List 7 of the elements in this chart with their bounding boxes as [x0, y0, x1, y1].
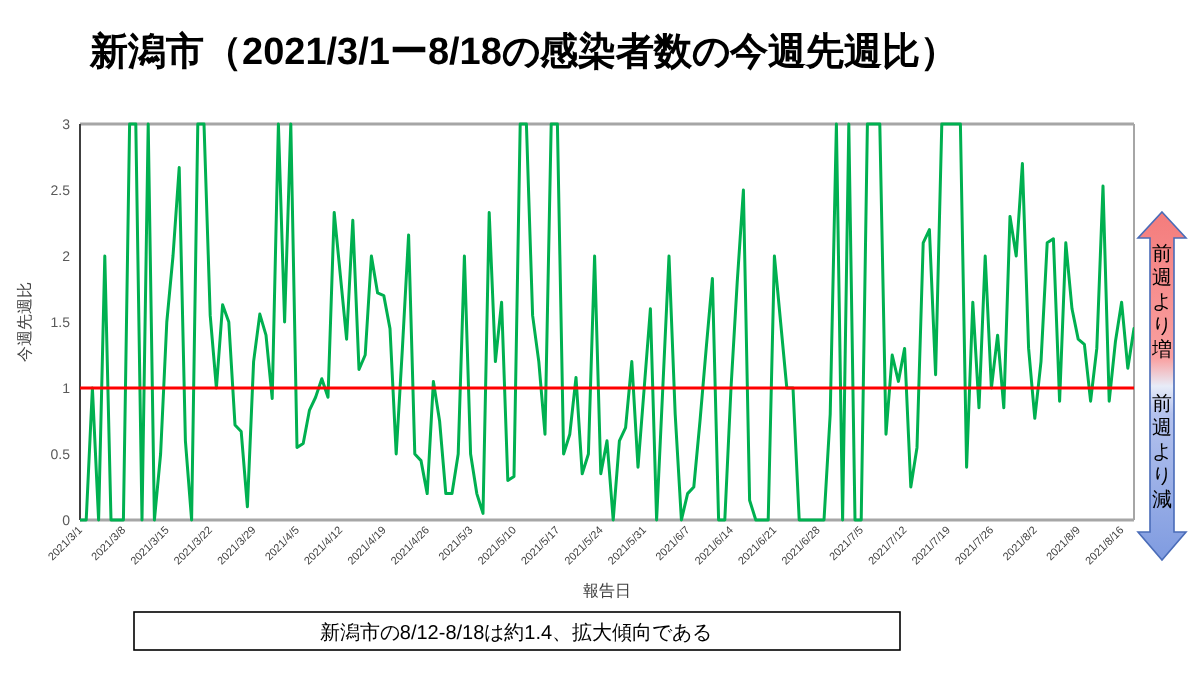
chart-title: 新潟市（2021/3/1ー8/18の感染者数の今週先週比） [88, 30, 958, 74]
line-series [80, 122, 1134, 522]
text: 前週より減 [1152, 392, 1172, 512]
text: 新潟市の8/12-8/18は約1.4、拡大傾向である [319, 621, 713, 645]
y-axis-title: 今週先週比 [16, 282, 34, 362]
x-axis-title: 報告日 [583, 582, 631, 600]
text: 前週より増 [1150, 242, 1172, 362]
